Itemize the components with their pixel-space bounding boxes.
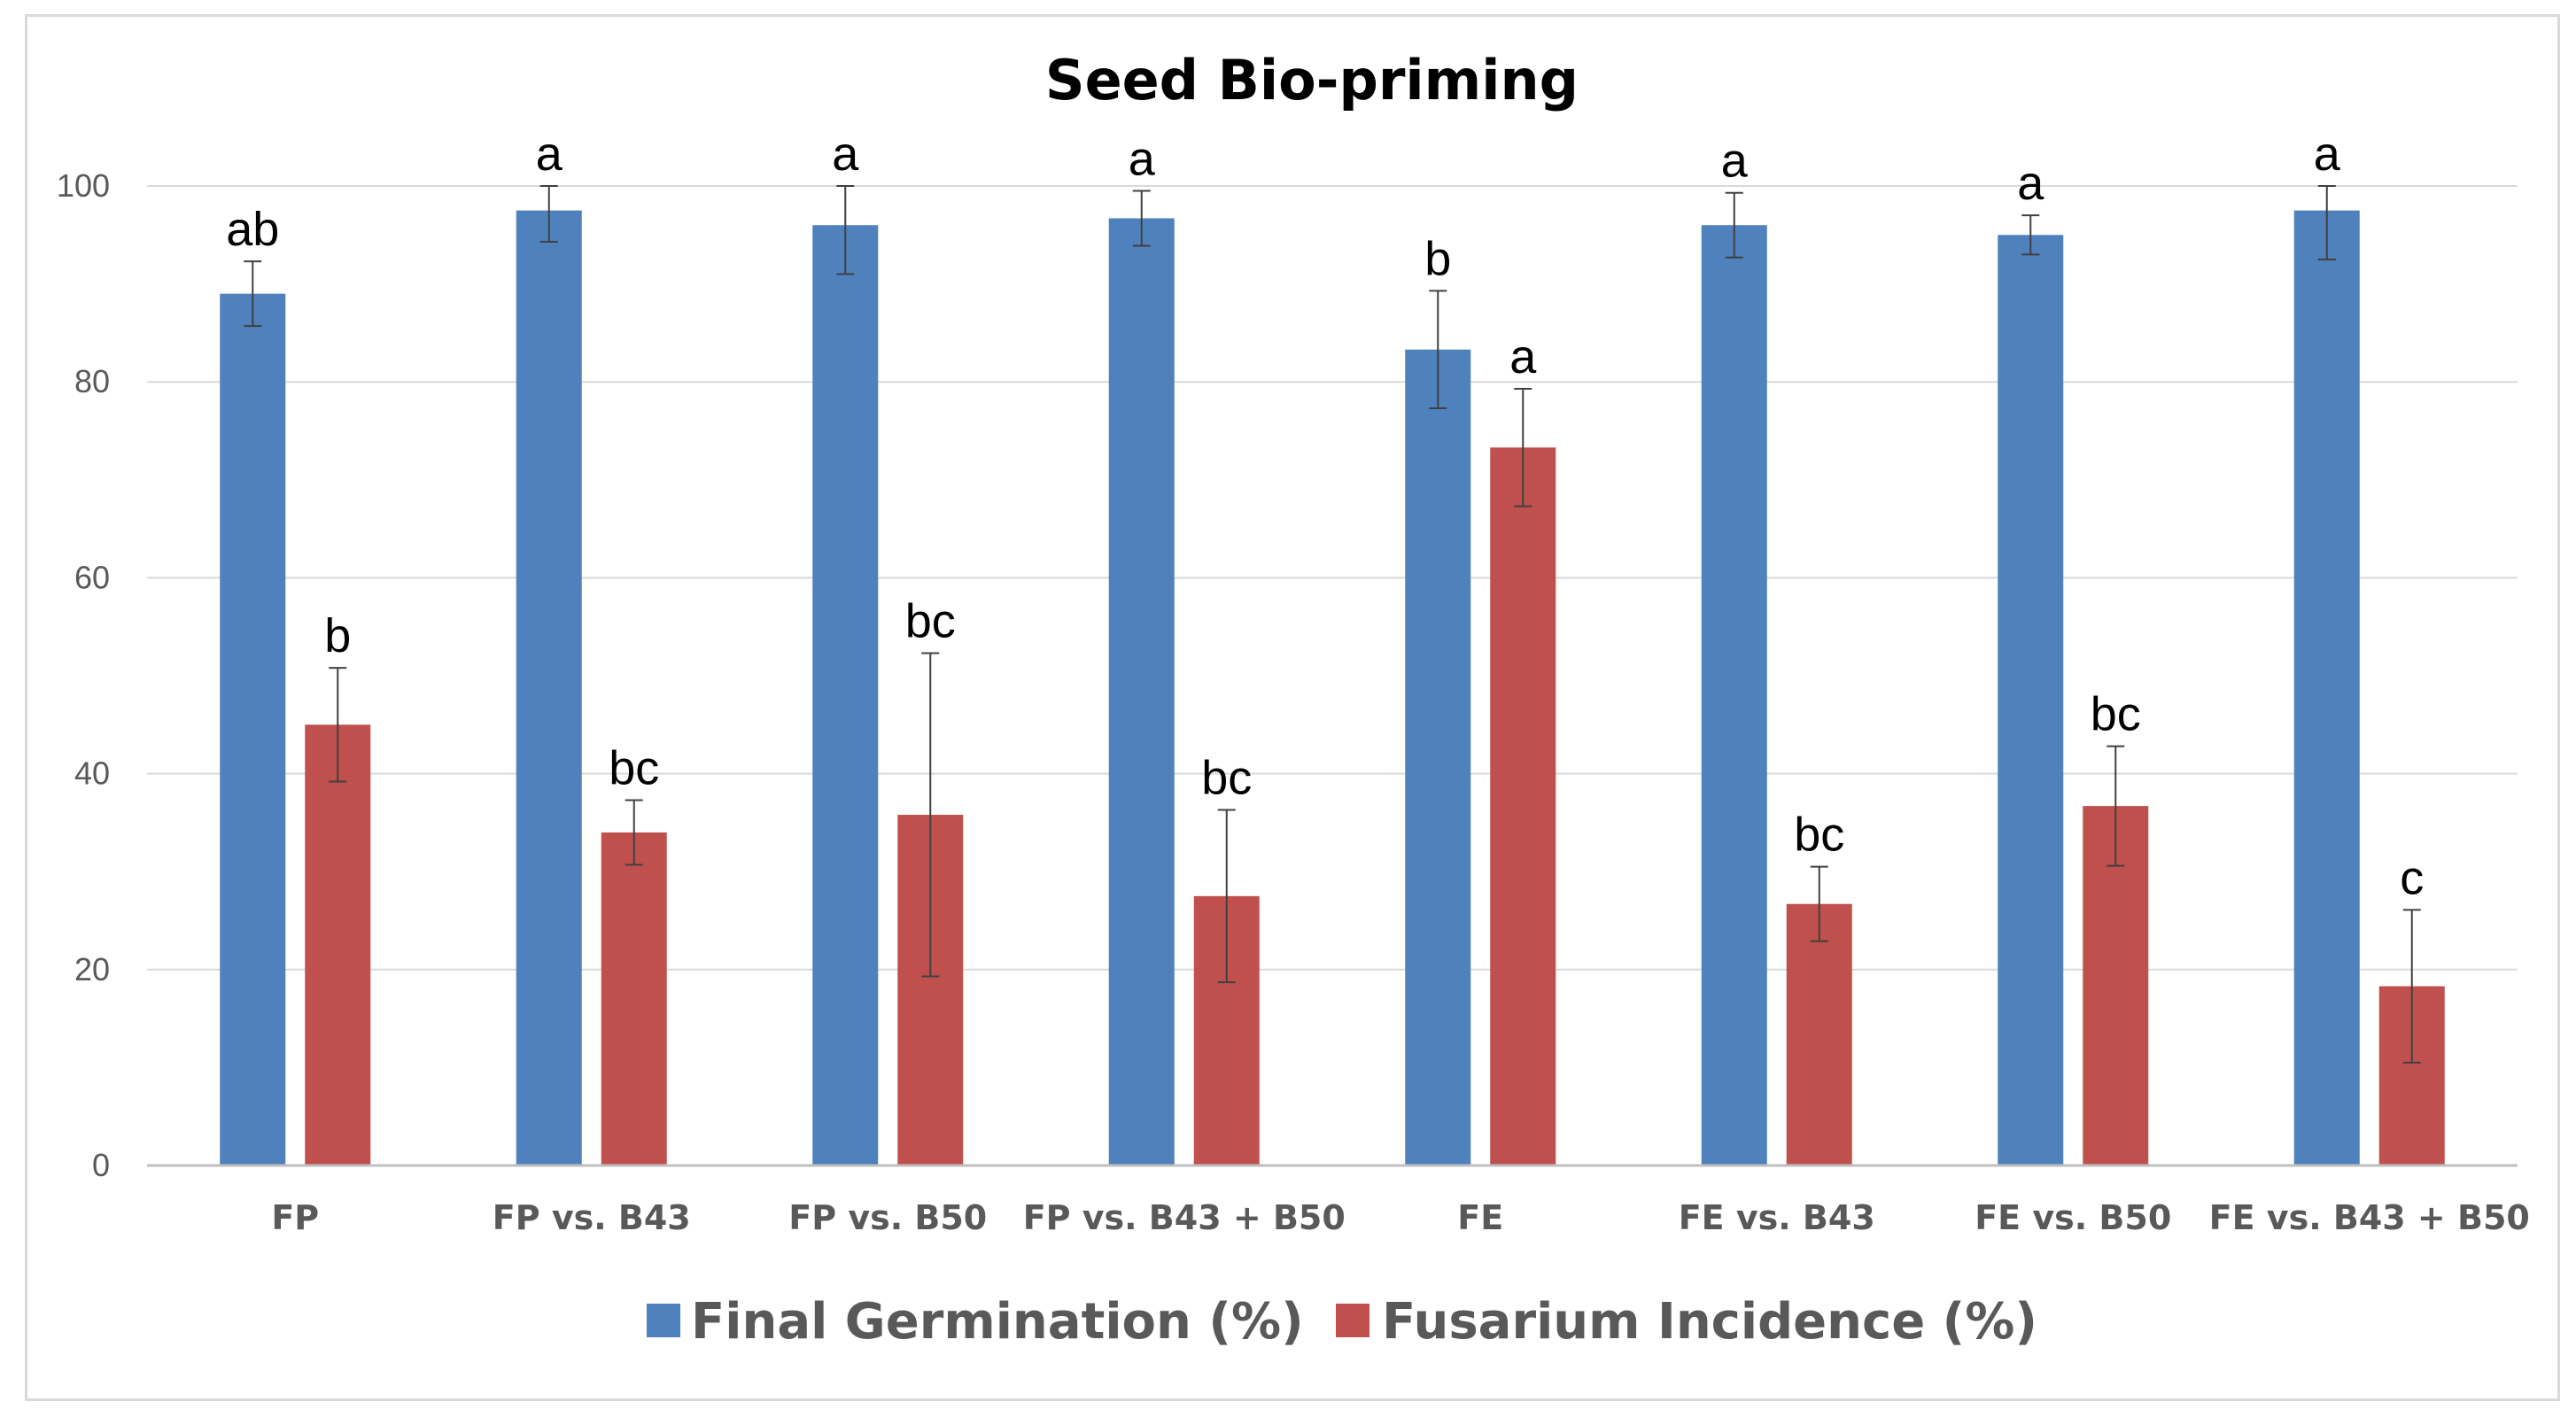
- bar-final-germination: [812, 225, 879, 1166]
- chart-frame: [25, 14, 2560, 1401]
- bar-final-germination: [516, 210, 582, 1165]
- legend-label-fusarium-incidence: Fusarium Incidence (%): [1382, 1293, 2037, 1351]
- significance-label: a: [832, 128, 859, 181]
- bar-final-germination: [1998, 235, 2064, 1165]
- y-tick-label: 80: [74, 363, 110, 399]
- bar-fusarium-incidence: [1786, 903, 1852, 1165]
- y-tick-label: 0: [92, 1147, 110, 1183]
- bar-final-germination: [1701, 225, 1767, 1166]
- legend-swatch-fusarium-incidence: [1336, 1304, 1369, 1337]
- y-tick-label: 40: [74, 755, 110, 792]
- significance-label: bc: [905, 595, 956, 648]
- legend[interactable]: Final Germination (%) Fusarium Incidence …: [647, 1293, 2037, 1351]
- significance-labels: ab b a bc a bc a bc b a a bc a bc a c: [226, 128, 2424, 904]
- bar-fusarium-incidence: [305, 724, 371, 1165]
- significance-label: bc: [2091, 688, 2141, 741]
- x-tick-label: FE vs. B43 + B50: [2209, 1198, 2530, 1237]
- bar-final-germination: [220, 293, 286, 1165]
- y-tick-label: 100: [57, 167, 110, 204]
- x-tick-label: FE vs. B50: [1975, 1198, 2171, 1237]
- y-tick-label: 60: [74, 559, 110, 595]
- bar-final-germination: [1405, 349, 1471, 1165]
- significance-label: b: [324, 609, 351, 662]
- error-bars: [244, 185, 2421, 1064]
- bar-fusarium-incidence: [1490, 447, 1556, 1165]
- x-tick-label: FE: [1457, 1198, 1503, 1237]
- legend-label-final-germination: Final Germination (%): [691, 1293, 1304, 1351]
- x-tick-label: FP vs. B50: [788, 1198, 987, 1237]
- significance-label: a: [2314, 128, 2341, 181]
- significance-label: a: [1129, 133, 1156, 186]
- significance-label: bc: [1201, 752, 1252, 805]
- y-axis-ticks: 0 20 40 60 80 100: [57, 167, 110, 1183]
- legend-swatch-final-germination: [647, 1304, 680, 1337]
- x-axis-ticks: FP FP vs. B43 FP vs. B50 FP vs. B43 + B50 FE…: [271, 1198, 2530, 1237]
- bar-final-germination: [2293, 210, 2360, 1165]
- bar-final-germination: [1108, 218, 1175, 1165]
- significance-label: a: [1509, 330, 1537, 383]
- x-tick-label: FP vs. B43 + B50: [1023, 1198, 1346, 1237]
- gridlines: [147, 185, 2518, 971]
- x-tick-label: FE vs. B43: [1679, 1198, 1875, 1237]
- y-tick-label: 20: [74, 951, 110, 987]
- bar-fusarium-incidence: [601, 832, 667, 1165]
- significance-label: ab: [226, 203, 279, 256]
- chart-title: Seed Bio-priming: [1045, 48, 1579, 112]
- significance-label: b: [1424, 232, 1451, 285]
- significance-label: c: [2400, 851, 2424, 904]
- significance-label: a: [536, 128, 563, 181]
- bars: [220, 210, 2445, 1166]
- significance-label: a: [2017, 157, 2045, 210]
- significance-label: bc: [609, 741, 659, 794]
- x-tick-label: FP vs. B43: [493, 1198, 691, 1237]
- x-tick-label: FP: [271, 1198, 319, 1237]
- significance-label: a: [1721, 135, 1749, 188]
- significance-label: bc: [1794, 809, 1844, 862]
